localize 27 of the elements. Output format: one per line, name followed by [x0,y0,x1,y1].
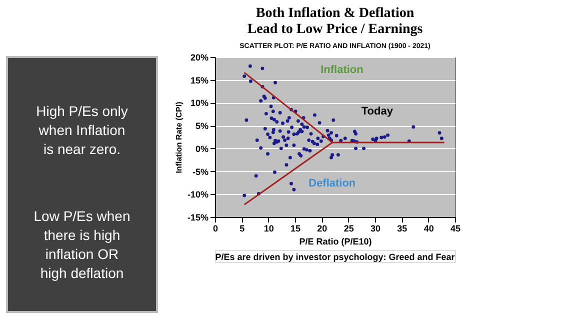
x-tick-label: 40 [424,224,434,234]
y-tick-label: 20% [190,52,208,62]
annotation: Inflation [320,64,364,76]
y-tick-label: 15% [190,75,208,86]
chart-title: Both Inflation & Deflation Lead to Low Price / Earnings [247,6,424,37]
x-tick-label: 20 [317,224,328,234]
annotation: Deflation [308,177,356,190]
text: Low P/Es when there is high inflation OR high deflation [34,208,130,281]
x-tick-label: 15 [290,224,301,234]
y-tick-label: 5% [195,121,208,132]
x-tick-label: 5 [240,224,245,234]
text: P/Es are driven by investor psychology: Greed and Fear [215,252,456,262]
x-tick-label: 30 [370,224,381,234]
text: High P/Es only when Inflation is near zero. [36,103,128,157]
x-tick-label: 0 [212,224,218,234]
y-tick-label: -5% [192,166,208,177]
y-tick-label: -10% [187,190,208,200]
y-tick-label: 10% [190,98,208,108]
x-tick-label: 10 [264,224,274,234]
x-axis-title: P/E Ratio (P/E10) [299,236,372,246]
x-tick-label: 45 [450,224,461,234]
x-tick-label: 25 [344,224,354,234]
annotation: Today [361,105,394,118]
y-tick-label: 0% [195,144,208,154]
x-tick-label: 35 [397,224,408,234]
y-tick-label: -15% [187,212,208,222]
y-axis-title: Inflation Rate (CPI) [174,101,184,174]
